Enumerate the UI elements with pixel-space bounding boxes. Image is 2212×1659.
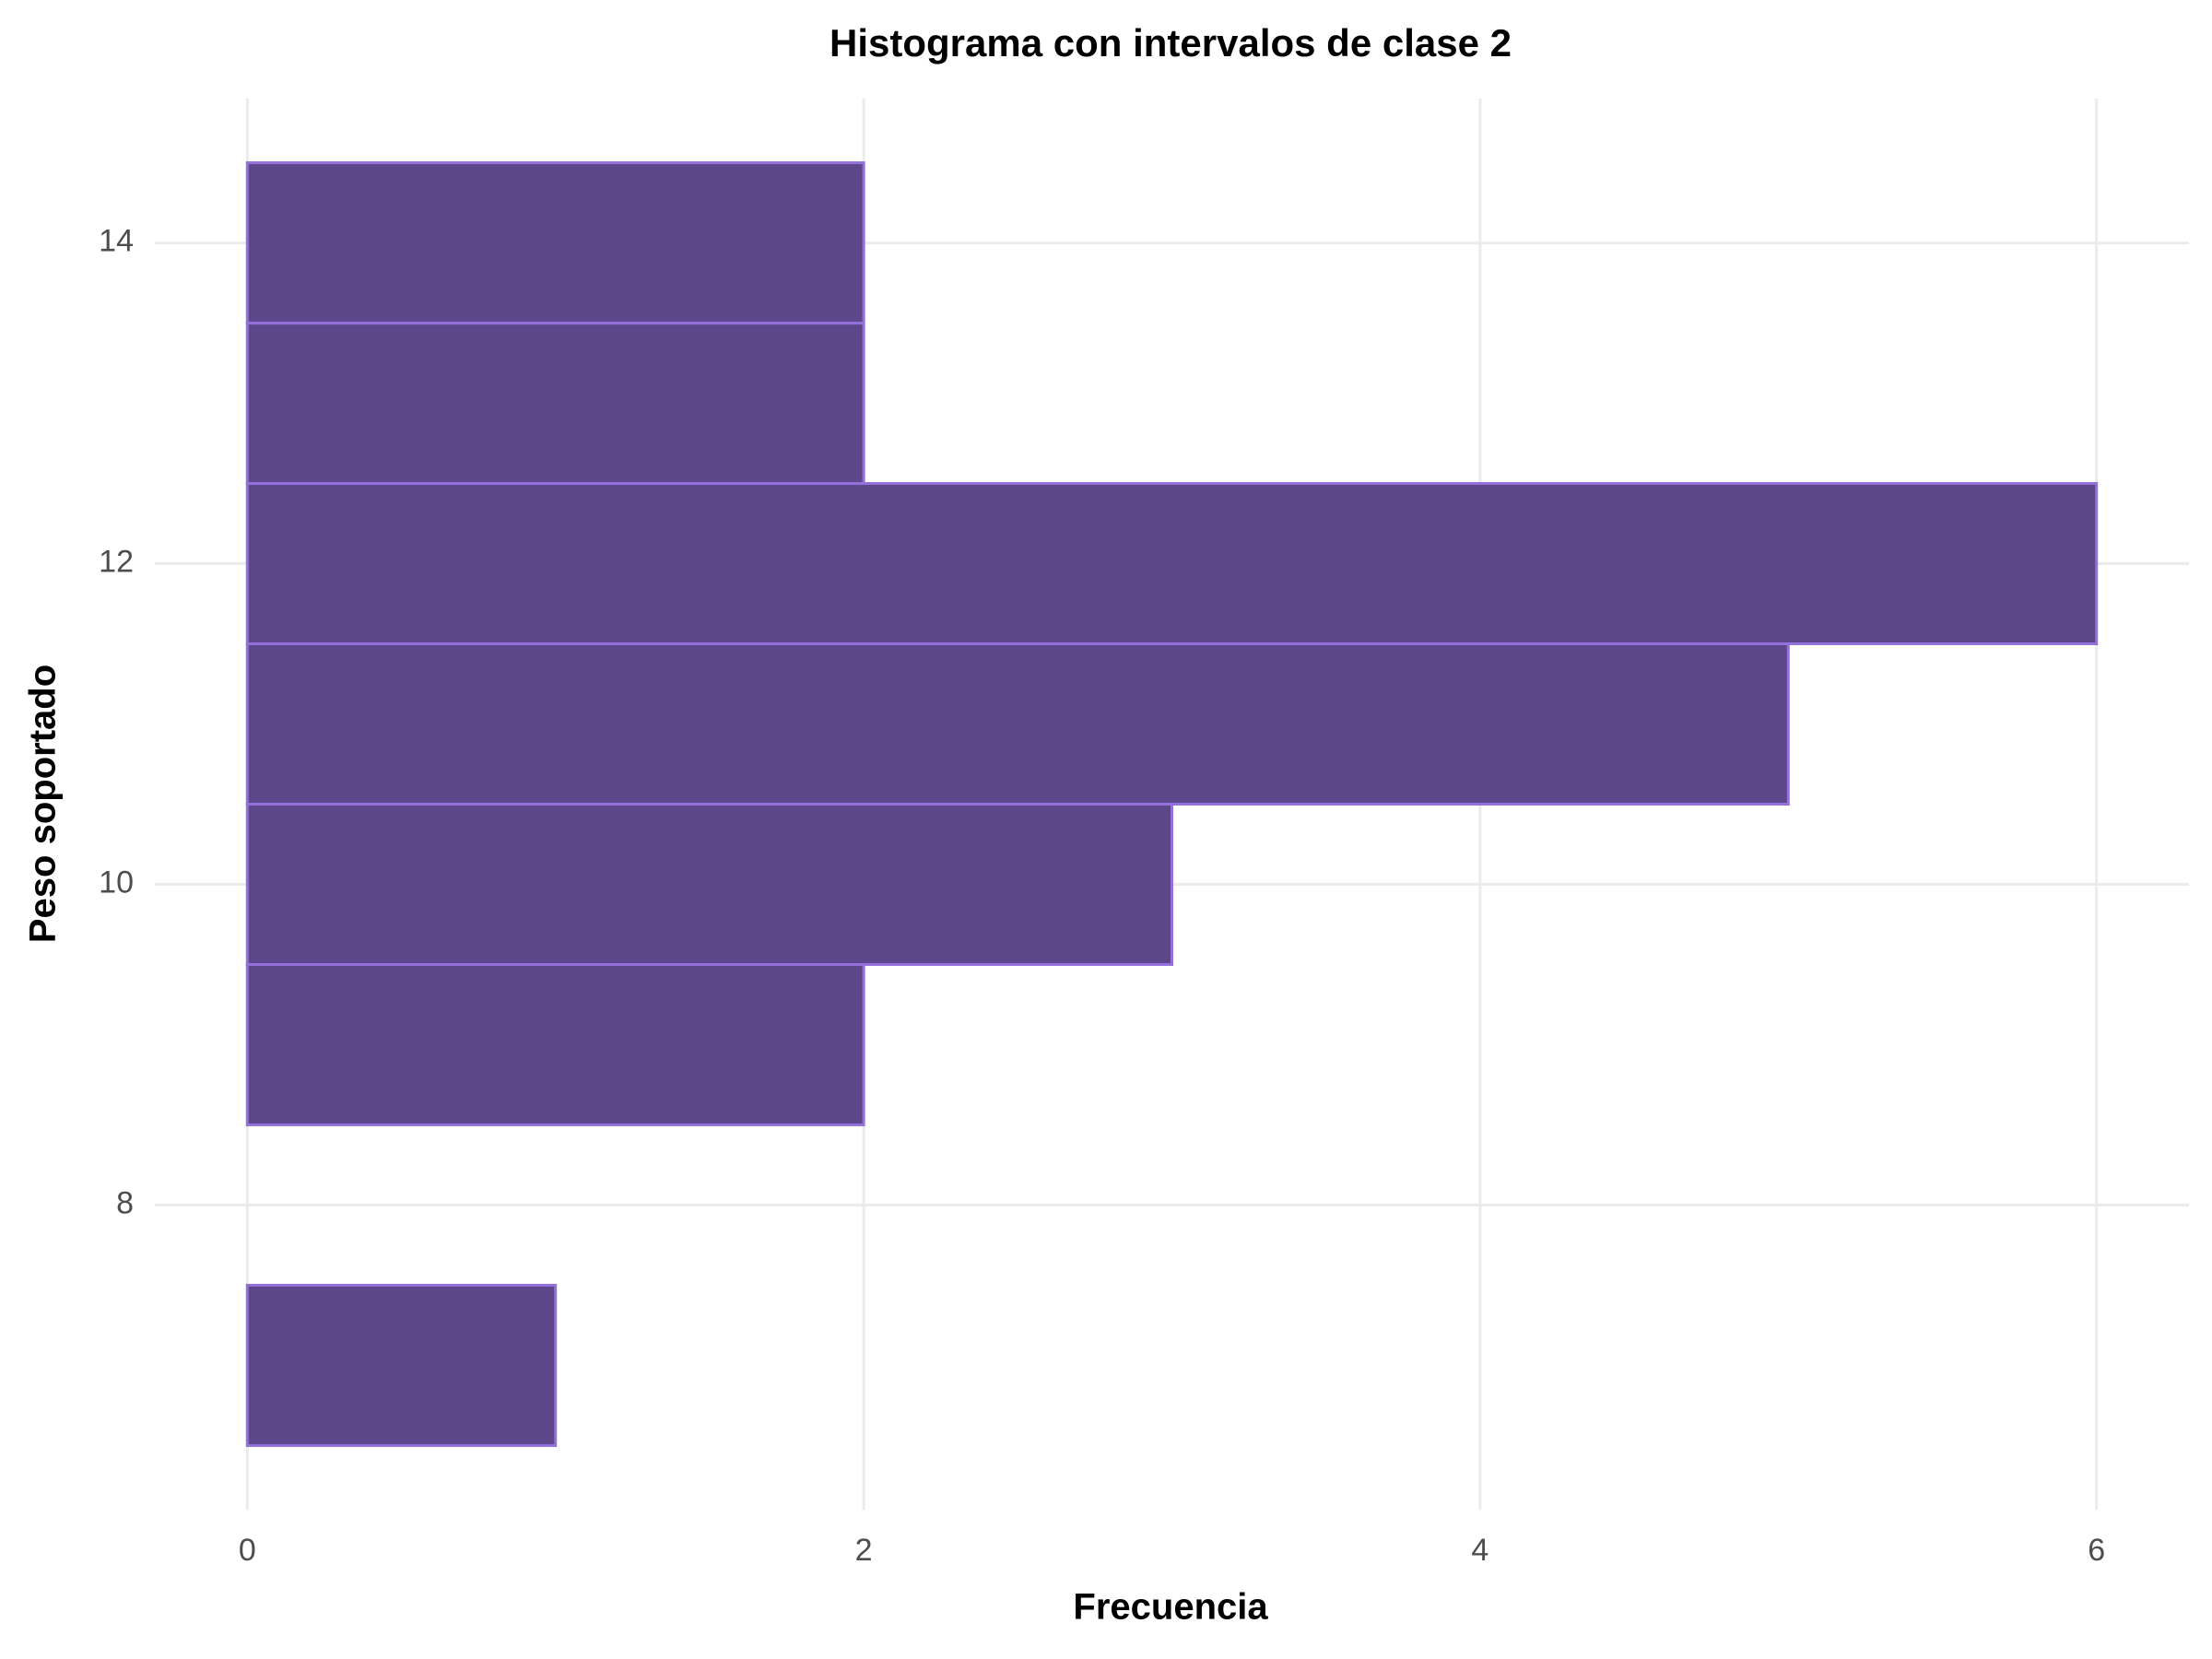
bar <box>245 161 865 325</box>
tick-labels: 0 2 4 6 8 10 12 14 <box>99 224 2105 1568</box>
bar <box>245 803 1173 966</box>
y-axis-title: Peso soportado <box>23 665 64 943</box>
y-tick-label: 12 <box>99 545 134 580</box>
x-tick-label: 2 <box>855 1533 873 1568</box>
x-tick-label: 0 <box>239 1533 256 1568</box>
y-tick-label: 10 <box>99 865 134 900</box>
x-axis-title: Frecuencia <box>1073 1587 1268 1628</box>
bars <box>245 161 2099 1447</box>
bar <box>245 642 1790 806</box>
bar <box>245 1283 558 1447</box>
chart-title: Histograma con intervalos de clase 2 <box>830 21 1512 65</box>
y-tick-label: 14 <box>99 224 134 259</box>
bar <box>245 322 865 486</box>
y-tick-label: 8 <box>116 1185 134 1220</box>
bar <box>245 482 2099 646</box>
x-tick-label: 4 <box>1471 1533 1488 1568</box>
bar <box>245 962 865 1126</box>
x-tick-label: 6 <box>2088 1533 2105 1568</box>
